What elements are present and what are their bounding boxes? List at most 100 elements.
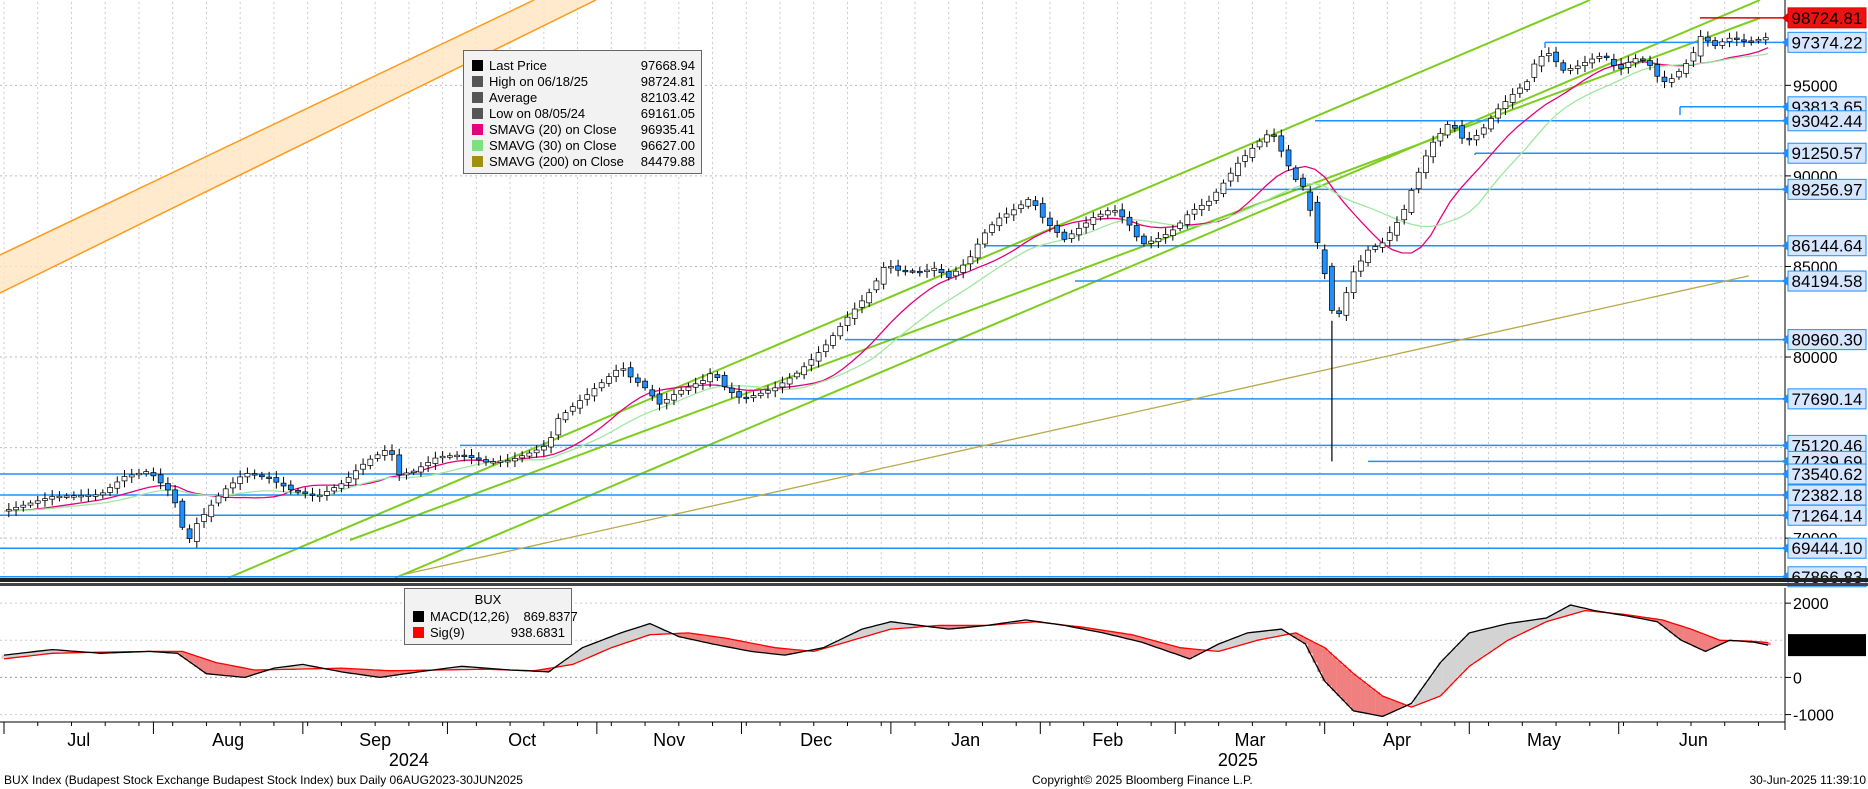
- candle-body: [1054, 225, 1061, 233]
- candle-body: [1061, 231, 1068, 240]
- x-month-label: Jul: [67, 730, 90, 750]
- x-month-label: Feb: [1092, 730, 1123, 750]
- candle-body: [1625, 62, 1632, 68]
- candle-body: [1003, 213, 1010, 218]
- candle-body: [49, 496, 56, 500]
- hline-label-pointer: [1782, 148, 1788, 159]
- candle-body: [1437, 132, 1444, 142]
- candle-body: [909, 270, 916, 273]
- candle-body: [410, 470, 417, 473]
- candle-body: [1329, 265, 1335, 311]
- candle-body: [1336, 310, 1342, 314]
- hline-label: 67866.83: [1792, 568, 1863, 587]
- panel-divider[interactable]: [0, 578, 1868, 586]
- candle-body: [114, 481, 121, 489]
- price-legend-row: SMAVG (200) on Close 84479.88: [464, 153, 701, 169]
- candle-body: [700, 380, 706, 384]
- hline-label: 86144.64: [1792, 237, 1863, 256]
- candle-body: [1611, 58, 1617, 66]
- candle-body: [584, 394, 591, 400]
- candle-body: [1307, 191, 1314, 211]
- candle-body: [1408, 190, 1415, 213]
- candle-body: [1668, 78, 1675, 83]
- candle-body: [1126, 216, 1133, 226]
- legend-swatch-icon: [472, 139, 483, 151]
- legend-swatch-icon: [472, 91, 483, 103]
- candle-body: [953, 270, 959, 277]
- legend-label: Average: [489, 89, 538, 105]
- candle-body: [1249, 147, 1256, 158]
- hline-label-pointer: [1782, 37, 1788, 48]
- candle-body: [663, 399, 670, 404]
- hline-label-pointer: [1782, 469, 1788, 480]
- candle-body: [1596, 55, 1603, 59]
- candle-body: [1300, 177, 1306, 187]
- legend-label: SMAVG (20) on Close: [489, 121, 617, 137]
- x-month-label: Jun: [1679, 730, 1708, 750]
- candle-body: [1531, 63, 1538, 78]
- candle-body: [165, 483, 171, 491]
- candle-body: [20, 504, 27, 508]
- channel-mid-line: [349, 17, 1761, 541]
- candle-body: [1263, 134, 1270, 143]
- divider-bar-top: [0, 578, 1868, 582]
- candle-body: [353, 470, 359, 480]
- hline-label: 91250.57: [1792, 144, 1863, 163]
- candle-body: [1553, 51, 1559, 63]
- macd-y-tick-label: -1000: [1793, 708, 1834, 725]
- candle-body: [1227, 172, 1234, 182]
- macd-legend-title: BUX: [474, 592, 502, 607]
- price-legend-row: SMAVG (30) on Close 96627.00: [464, 137, 701, 153]
- candle-body: [1372, 246, 1379, 250]
- candle-body: [1582, 62, 1588, 66]
- candle-body: [425, 462, 432, 467]
- candle-body: [1083, 222, 1089, 228]
- candle-body: [150, 472, 157, 477]
- footer-copyright: Copyright© 2025 Bloomberg Finance L.P.: [1032, 773, 1253, 787]
- candle-body: [237, 476, 244, 484]
- candle-body: [208, 504, 215, 518]
- price-legend-row: Average 82103.42: [464, 89, 701, 105]
- candle-body: [280, 482, 287, 487]
- candle-body: [815, 352, 822, 362]
- candle-body: [1133, 225, 1140, 238]
- hline-label-pointer: [1782, 12, 1788, 23]
- candle-body: [1148, 240, 1155, 244]
- candle-body: [266, 476, 272, 479]
- candle-body: [504, 460, 511, 463]
- candle-body: [692, 383, 699, 388]
- candle-body: [1719, 41, 1726, 46]
- candle-body: [374, 454, 381, 459]
- candle-body: [1350, 271, 1357, 293]
- candle-body: [78, 495, 84, 498]
- candle-body: [468, 455, 475, 459]
- hline-label: 97374.22: [1792, 33, 1863, 52]
- legend-swatch-icon: [413, 610, 424, 622]
- candle-body: [244, 473, 251, 478]
- candle-body: [880, 267, 887, 285]
- candle-body: [99, 492, 106, 496]
- candle-body: [1755, 39, 1762, 42]
- candle-body: [215, 495, 222, 504]
- candle-body: [1278, 135, 1285, 152]
- candle-body: [1018, 204, 1024, 209]
- candle-body: [1466, 138, 1473, 141]
- candle-body: [5, 509, 12, 512]
- candle-body: [1220, 182, 1227, 195]
- candle-body: [295, 489, 301, 493]
- candle-body: [1712, 40, 1718, 46]
- candle-body: [396, 454, 403, 476]
- candle-body: [1292, 167, 1299, 180]
- candle-body: [794, 372, 800, 378]
- candle-body: [1683, 63, 1690, 74]
- hline-label: 69444.10: [1792, 539, 1863, 558]
- candle-body: [1560, 62, 1567, 71]
- candle-body: [324, 491, 330, 496]
- channel-upper-line: [227, 0, 1591, 579]
- candle-body: [71, 495, 77, 498]
- legend-swatch-icon: [472, 75, 483, 87]
- candle-body: [13, 507, 19, 511]
- candle-body: [945, 271, 952, 278]
- candle-body: [1047, 217, 1053, 227]
- candle-body: [1191, 209, 1198, 215]
